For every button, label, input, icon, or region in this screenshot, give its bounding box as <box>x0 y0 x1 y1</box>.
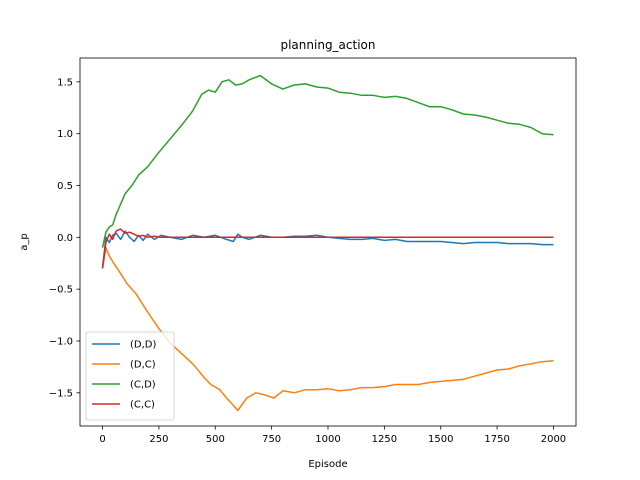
y-tick-label: −0.5 <box>49 285 73 296</box>
series-layer <box>101 74 554 412</box>
series-line-dc <box>101 246 554 412</box>
x-tick-label: 1500 <box>428 434 453 445</box>
series-line-cc <box>101 228 554 269</box>
y-tick-label: 0.5 <box>57 181 73 192</box>
y-tick-label: 1.5 <box>57 77 73 88</box>
x-tick-label: 2000 <box>541 434 566 445</box>
y-tick-label: 0.0 <box>57 233 73 244</box>
chart-title: planning_action <box>280 38 375 52</box>
legend: (D,D) (D,C) (C,D) (C,C) <box>85 331 175 421</box>
y-tick-label: 1.0 <box>57 129 73 140</box>
y-axis-title: a_p <box>19 233 30 250</box>
x-tick-label: 750 <box>262 434 281 445</box>
x-tick-label: 1750 <box>484 434 509 445</box>
legend-box <box>85 331 175 421</box>
legend-label-dd: (D,D) <box>130 340 156 351</box>
x-axis-title: Episode <box>308 459 347 470</box>
x-tick-label: 500 <box>206 434 225 445</box>
y-tick-label: −1.0 <box>49 336 73 347</box>
x-tick-label: 0 <box>99 434 105 445</box>
series-line-cd <box>101 74 554 248</box>
x-tick-label: 250 <box>149 434 168 445</box>
y-axis: −1.5 −1.0 −0.5 0.0 0.5 1.0 1.5 <box>49 77 80 399</box>
legend-label-dc: (D,C) <box>130 360 156 371</box>
y-tick-label: −1.5 <box>49 388 73 399</box>
x-tick-label: 1250 <box>372 434 397 445</box>
x-axis: 0 250 500 750 1000 1250 1500 1750 2000 <box>99 426 566 445</box>
legend-label-cd: (C,D) <box>130 380 156 391</box>
legend-label-cc: (C,C) <box>130 400 155 411</box>
x-tick-label: 1000 <box>315 434 340 445</box>
